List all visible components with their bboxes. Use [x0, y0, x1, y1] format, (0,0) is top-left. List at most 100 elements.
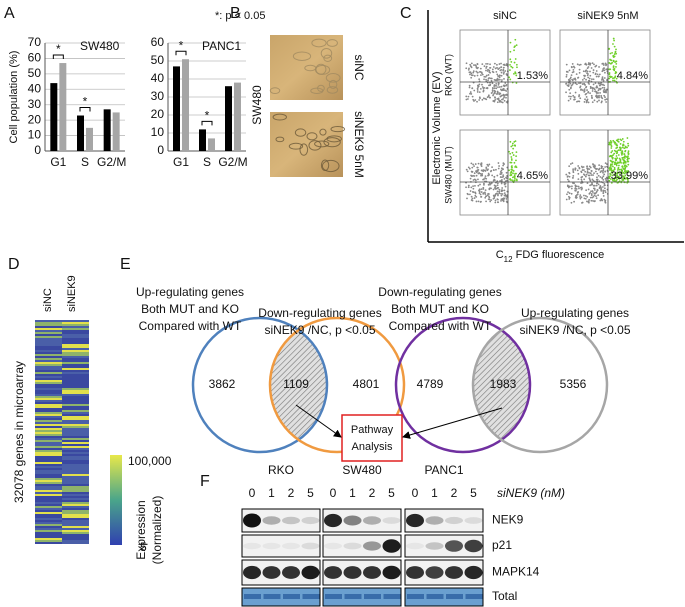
flow-dot	[596, 172, 599, 175]
flow-dot-positive	[613, 166, 616, 169]
flow-dot	[497, 162, 500, 164]
flow-dot-positive	[627, 170, 630, 172]
flow-dot	[581, 201, 584, 204]
flow-dot	[485, 87, 488, 90]
venn-circle	[191, 316, 329, 454]
flow-dot	[565, 91, 567, 94]
flow-dot	[496, 101, 499, 104]
heatmap-cell	[62, 436, 89, 438]
y-tick-label: 20	[28, 112, 42, 126]
band	[301, 542, 320, 550]
bar	[77, 115, 84, 151]
flow-dot	[485, 69, 487, 72]
flow-dot	[468, 71, 471, 74]
x-tick-label: G2/M	[218, 155, 247, 169]
flow-dot	[569, 95, 572, 98]
flow-dot-positive	[621, 144, 624, 147]
flow-dot	[494, 201, 497, 204]
flow-dot	[603, 187, 606, 190]
flow-dot	[590, 190, 592, 193]
flow-dot	[489, 83, 492, 86]
flow-dot	[589, 196, 592, 199]
flow-dot	[599, 199, 602, 202]
flow-dot	[477, 168, 480, 171]
flow-dot	[573, 182, 575, 185]
flow-dot	[480, 169, 483, 172]
flow-dot	[601, 86, 604, 89]
flow-dot	[604, 162, 607, 165]
heatmap-cell	[35, 490, 62, 492]
flow-dot-positive	[614, 75, 617, 78]
flow-dot	[497, 75, 499, 77]
heatmap-cell	[35, 430, 62, 432]
venn-right-label: Up-regulating genes	[521, 306, 629, 320]
flow-dot	[470, 74, 473, 77]
flow-dot-positive	[614, 61, 616, 64]
flow-dot	[492, 66, 495, 68]
flow-dot	[470, 62, 473, 65]
flow-dot	[489, 66, 491, 69]
heatmap-cell	[62, 380, 89, 382]
flow-dot	[595, 75, 598, 78]
flow-dot	[487, 198, 490, 201]
venn-right-label: siNEK9 /NC, p <0.05	[264, 323, 375, 337]
flow-dot	[590, 174, 593, 176]
heatmap-cell	[35, 360, 62, 362]
flow-dot	[597, 82, 600, 85]
flow-dot	[604, 166, 607, 168]
flow-dot	[503, 182, 506, 184]
flow-dot	[587, 76, 590, 79]
flow-dot	[578, 187, 580, 190]
heatmap-cell	[35, 504, 62, 506]
flow-dot	[598, 75, 600, 78]
flow-dot	[593, 172, 595, 175]
box-label: Pathway	[351, 424, 394, 436]
flow-dot	[465, 98, 468, 101]
flow-dot	[498, 93, 501, 96]
flow-dot-positive	[508, 150, 510, 153]
flow-dot	[486, 63, 489, 65]
heatmap-cell	[62, 494, 89, 496]
flow-dot-positive	[613, 140, 616, 143]
flow-dot	[502, 94, 505, 97]
flow-dot	[502, 175, 505, 178]
flow-dot	[573, 66, 576, 69]
flow-dot	[497, 167, 500, 170]
band	[425, 566, 444, 579]
flow-dot-positive	[611, 156, 614, 159]
heatmap-cell	[35, 386, 62, 388]
flow-dot	[594, 90, 596, 93]
heatmap-cell	[62, 524, 89, 526]
venn-left-label: Down-regulating genes	[378, 285, 501, 299]
flow-dot	[491, 70, 494, 73]
flow-dot	[604, 71, 606, 74]
flow-dot-positive	[509, 50, 512, 53]
flow-dot	[482, 178, 484, 181]
flow-dot	[473, 165, 475, 168]
band	[425, 516, 444, 525]
venn-left-label: Compared with WT	[389, 319, 492, 333]
flow-dot	[596, 92, 598, 94]
flow-dot	[583, 90, 586, 93]
heatmap-cell	[35, 458, 62, 460]
band	[263, 594, 281, 599]
flow-dot-positive	[512, 172, 514, 175]
band	[324, 566, 342, 579]
flow-dot	[572, 175, 575, 177]
flow-dot	[497, 86, 499, 89]
flow-dot	[571, 185, 573, 188]
flow-dot	[480, 195, 483, 198]
heatmap-cell	[35, 354, 62, 356]
flow-dot-positive	[617, 154, 620, 156]
flow-dot	[505, 64, 508, 67]
flow-dot	[605, 63, 608, 66]
heatmap-cell	[35, 334, 62, 336]
flow-dot	[472, 187, 475, 190]
flow-dot	[593, 99, 596, 102]
band	[445, 540, 463, 552]
flow-dot-positive	[624, 177, 627, 180]
heatmap-cell	[62, 388, 89, 390]
flow-dot-positive	[509, 41, 512, 44]
flow-dot	[488, 96, 491, 99]
flow-dot	[476, 91, 479, 93]
